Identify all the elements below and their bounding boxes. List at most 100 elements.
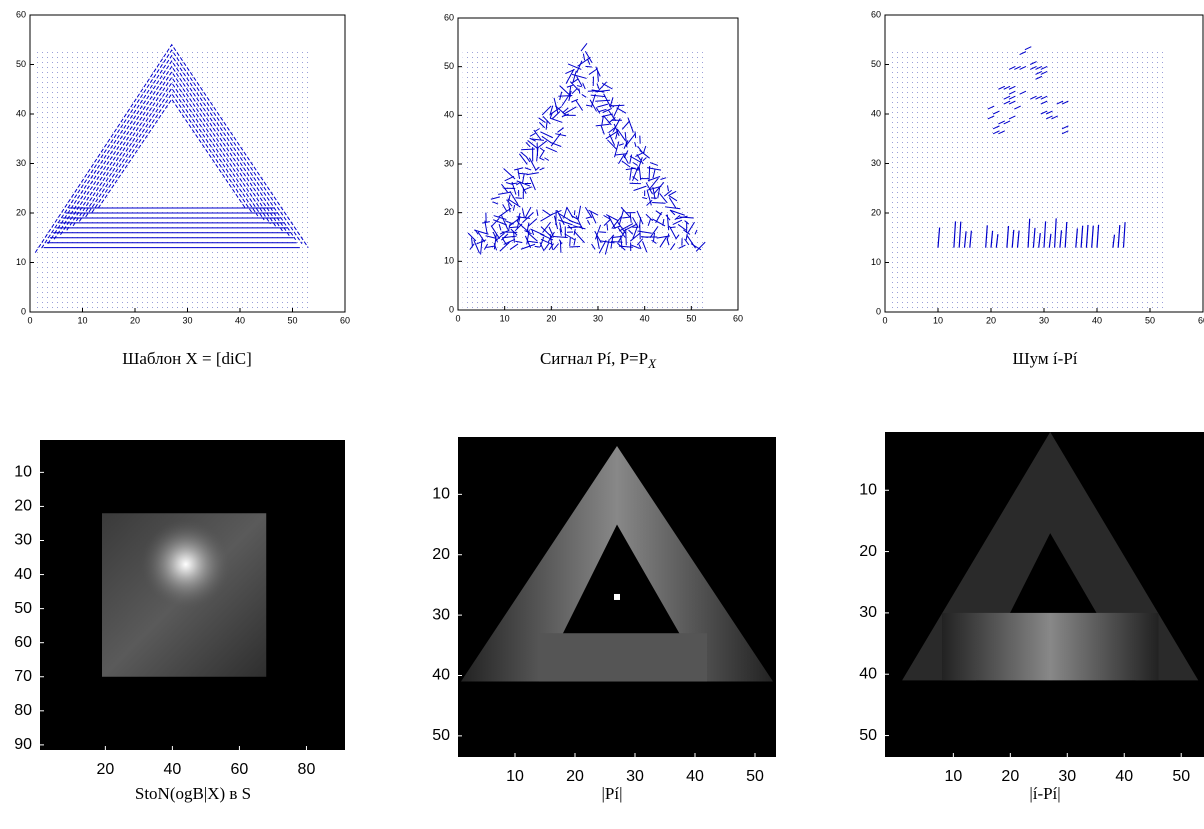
- caption: Шаблон X = [diC]: [122, 349, 252, 368]
- y-tick-label: 40: [871, 108, 881, 118]
- x-tick-label: 10: [77, 315, 87, 325]
- panel: 01020304050600102030405060Шум í-Pí: [871, 9, 1204, 368]
- x-tick-label: 40: [1115, 768, 1133, 785]
- y-tick-label: 40: [444, 110, 454, 120]
- y-tick-label: 40: [16, 108, 26, 118]
- y-tick-label: 20: [14, 498, 32, 515]
- panel: 01020304050600102030405060Шаблон X = [di…: [16, 9, 350, 368]
- x-tick-label: 20: [986, 315, 996, 325]
- x-tick-label: 60: [1198, 315, 1204, 325]
- vector: [585, 66, 591, 67]
- vector: [1025, 47, 1031, 50]
- vector-grid: [463, 52, 706, 310]
- caption: |Pí|: [602, 784, 623, 803]
- x-tick-label: 10: [944, 768, 962, 785]
- caption-text: StoN(ogB|X) в S: [135, 784, 251, 803]
- y-tick-label: 30: [859, 604, 877, 621]
- x-tick-label: 50: [686, 313, 696, 323]
- y-tick-label: 60: [16, 9, 26, 19]
- y-tick-label: 50: [432, 727, 450, 744]
- x-tick-label: 20: [96, 761, 114, 778]
- y-tick-label: 30: [432, 606, 450, 623]
- caption-subscript: X: [647, 356, 657, 371]
- y-tick-label: 70: [14, 668, 32, 685]
- vector-grid: [890, 50, 1166, 312]
- dot: [614, 594, 620, 600]
- y-tick-label: 10: [444, 256, 454, 266]
- caption-text: Сигнал Pí, P=P: [540, 349, 648, 368]
- y-tick-label: 10: [859, 481, 877, 498]
- vector: [626, 229, 627, 245]
- x-tick-label: 50: [1172, 768, 1190, 785]
- y-tick-label: 40: [859, 665, 877, 682]
- y-tick-label: 60: [14, 634, 32, 651]
- bottom-band: [539, 633, 707, 681]
- x-tick-label: 60: [340, 315, 350, 325]
- vector-grid: [35, 50, 308, 312]
- caption: Шум í-Pí: [1013, 349, 1078, 368]
- y-tick-label: 40: [432, 667, 450, 684]
- y-tick-label: 30: [16, 158, 26, 168]
- x-tick-label: 60: [733, 313, 743, 323]
- x-tick-label: 20: [566, 768, 584, 785]
- bottom-band: [942, 613, 1158, 680]
- y-tick-label: 50: [14, 600, 32, 617]
- caption: Сигнал Pí, P=PX: [540, 349, 657, 371]
- x-tick-label: 20: [1001, 768, 1019, 785]
- y-tick-label: 80: [14, 702, 32, 719]
- x-tick-label: 50: [1145, 315, 1155, 325]
- y-tick-label: 20: [871, 207, 881, 217]
- panel: 20406080102030405060708090StoN(ogB|X) в …: [14, 440, 345, 803]
- y-tick-label: 10: [432, 486, 450, 503]
- caption: StoN(ogB|X) в S: [135, 784, 251, 803]
- vector: [519, 173, 528, 174]
- x-tick-label: 20: [546, 313, 556, 323]
- y-tick-label: 10: [871, 257, 881, 267]
- y-tick-label: 50: [859, 727, 877, 744]
- vector: [635, 131, 636, 138]
- x-tick-label: 40: [640, 313, 650, 323]
- vector: [515, 198, 521, 199]
- x-tick-label: 30: [1058, 768, 1076, 785]
- vector: [609, 105, 624, 106]
- x-tick-label: 40: [235, 315, 245, 325]
- x-tick-label: 50: [287, 315, 297, 325]
- caption-text: |Pí|: [602, 784, 623, 803]
- caption-text: Шум í-Pí: [1013, 349, 1078, 368]
- y-tick-label: 20: [859, 543, 877, 560]
- y-tick-label: 30: [871, 158, 881, 168]
- x-tick-label: 0: [455, 313, 460, 323]
- y-tick-label: 20: [432, 546, 450, 563]
- panel: 10 20 30 40 50 10 20 30 40 50 |í-Pí|: [859, 432, 1204, 803]
- x-tick-label: 80: [298, 761, 316, 778]
- bright-spot: [141, 519, 231, 609]
- y-tick-label: 20: [444, 207, 454, 217]
- y-tick-label: 10: [16, 257, 26, 267]
- y-tick-label: 30: [14, 532, 32, 549]
- x-tick-label: 10: [933, 315, 943, 325]
- x-tick-label: 30: [1039, 315, 1049, 325]
- x-tick-label: 40: [686, 768, 704, 785]
- y-tick-label: 50: [444, 61, 454, 71]
- caption-text: |í-Pí|: [1029, 784, 1060, 803]
- y-tick-label: 20: [16, 207, 26, 217]
- vector: [510, 227, 518, 228]
- x-tick-label: 0: [27, 315, 32, 325]
- vector: [574, 210, 575, 215]
- y-tick-label: 60: [871, 9, 881, 19]
- y-tick-label: 50: [871, 59, 881, 69]
- x-tick-label: 30: [626, 768, 644, 785]
- x-tick-label: 30: [593, 313, 603, 323]
- vector: [611, 242, 622, 243]
- x-tick-label: 40: [163, 761, 181, 778]
- y-tick-label: 90: [14, 736, 32, 753]
- x-tick-label: 50: [746, 768, 764, 785]
- y-tick-label: 0: [21, 306, 26, 316]
- x-tick-label: 40: [1092, 315, 1102, 325]
- x-tick-label: 0: [882, 315, 887, 325]
- caption: |í-Pí|: [1029, 784, 1060, 803]
- y-tick-label: 0: [449, 304, 454, 314]
- vector: [570, 238, 571, 246]
